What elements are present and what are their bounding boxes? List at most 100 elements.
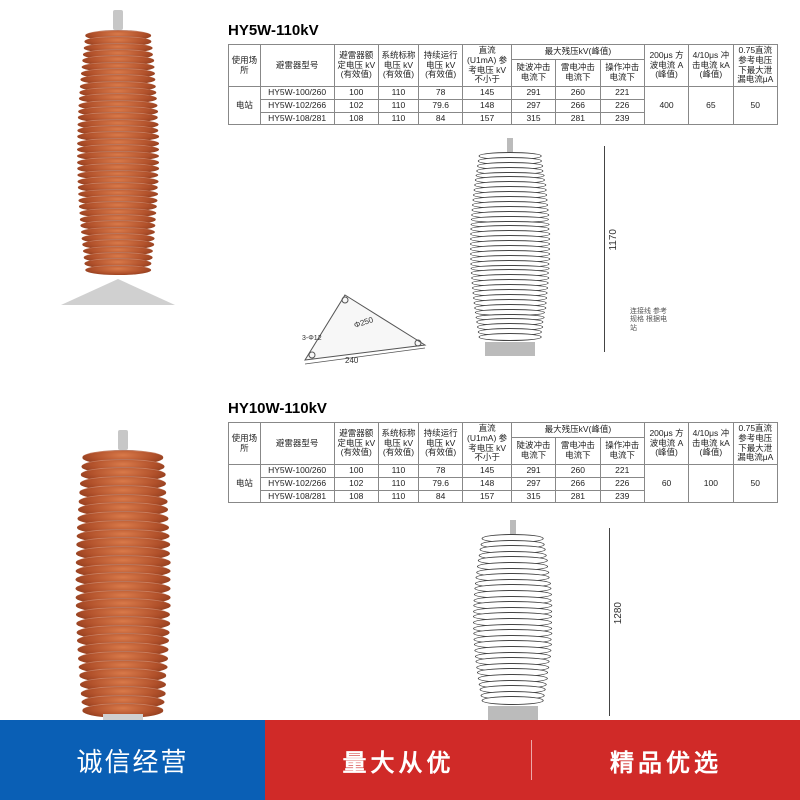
table-header: 避雷器额定电压 kV (有效值) xyxy=(334,423,378,465)
section2-tech-drawing: 1280 xyxy=(440,520,585,720)
table-cell: 100 xyxy=(689,465,733,503)
table-header: 0.75直流参考电压下最大泄漏电流μA xyxy=(733,423,777,465)
section2-spec-table: 使用场所避雷器型号避雷器额定电压 kV (有效值)系统标称电压 kV (有效值)… xyxy=(228,422,778,503)
table-row: 电站HY5W-100/26010011078145291260221400655… xyxy=(229,87,778,100)
table-header: 4/10μs 冲击电流 kA (峰值) xyxy=(689,45,733,87)
table-cell: 157 xyxy=(463,490,512,503)
table-subheader: 陡波冲击电流下 xyxy=(511,60,555,87)
table-header: 直流 (U1mA) 参考电压 kV不小于 xyxy=(463,423,512,465)
table-header: 最大残压kV(峰值) xyxy=(511,45,644,60)
table-header: 直流 (U1mA) 参考电压 kV不小于 xyxy=(463,45,512,87)
table-header: 使用场所 xyxy=(229,45,261,87)
table-cell: 281 xyxy=(556,490,600,503)
table-row: 电站HY5W-100/26010011078145291260221601005… xyxy=(229,465,778,478)
table-subheader: 陡波冲击电流下 xyxy=(511,438,555,465)
section1-title: HY5W-110kV xyxy=(228,22,319,39)
table-header: 使用场所 xyxy=(229,423,261,465)
section1-tech-drawing: 1170 xyxy=(440,138,580,356)
section1-product-photo xyxy=(58,10,178,305)
table-cell: HY5W-102/266 xyxy=(260,99,334,112)
table-cell: 110 xyxy=(378,490,418,503)
table-cell: 145 xyxy=(463,465,512,478)
table-cell: 239 xyxy=(600,112,644,125)
table-cell: 221 xyxy=(600,465,644,478)
section2-title: HY10W-110kV xyxy=(228,400,327,417)
table-subheader: 雷电冲击电流下 xyxy=(556,60,600,87)
table-cell: 110 xyxy=(378,99,418,112)
table-cell: 291 xyxy=(511,87,555,100)
table-cell: 100 xyxy=(334,465,378,478)
table-cell: 157 xyxy=(463,112,512,125)
table-cell: 110 xyxy=(378,465,418,478)
drawing1-height-dim: 1170 xyxy=(608,229,619,251)
table-cell: 50 xyxy=(733,87,777,125)
table-cell: 291 xyxy=(511,465,555,478)
table-cell: 102 xyxy=(334,99,378,112)
table-cell: 297 xyxy=(511,99,555,112)
drawing1-note: 连接线 参考规格 根据电站 xyxy=(630,308,670,333)
table-cell: 110 xyxy=(378,112,418,125)
svg-text:3-Φ12: 3-Φ12 xyxy=(302,335,322,342)
table-subheader: 操作冲击电流下 xyxy=(600,438,644,465)
banner-integrity: 诚信经营 xyxy=(0,720,265,800)
table-cell: 50 xyxy=(733,465,777,503)
table-cell: 148 xyxy=(463,477,512,490)
drawing2-height-dim: 1280 xyxy=(613,602,624,624)
table-cell: 78 xyxy=(419,87,463,100)
table-header: 持续运行电压 kV (有效值) xyxy=(419,45,463,87)
svg-text:240: 240 xyxy=(345,356,359,365)
section2-product-photo xyxy=(58,430,188,730)
table-cell: 84 xyxy=(419,112,463,125)
section1-base-sketch: Φ250 240 3-Φ12 xyxy=(300,290,430,365)
table-cell: 266 xyxy=(556,99,600,112)
table-cell: 84 xyxy=(419,490,463,503)
table-cell: 100 xyxy=(334,87,378,100)
table-cell: 315 xyxy=(511,490,555,503)
table-header: 系统标称电压 kV (有效值) xyxy=(378,423,418,465)
table-cell: 79.6 xyxy=(419,99,463,112)
table-cell: 78 xyxy=(419,465,463,478)
table-header: 0.75直流参考电压下最大泄漏电流μA xyxy=(733,45,777,87)
page-content: HY5W-110kV 使用场所避雷器型号避雷器额定电压 kV (有效值)系统标称… xyxy=(0,0,800,720)
table-header: 200μs 方波电流 A (峰值) xyxy=(644,45,688,87)
table-cell: 102 xyxy=(334,477,378,490)
row-label: 电站 xyxy=(229,465,261,503)
table-header: 最大残压kV(峰值) xyxy=(511,423,644,438)
table-cell: 108 xyxy=(334,112,378,125)
table-cell: 79.6 xyxy=(419,477,463,490)
table-cell: 297 xyxy=(511,477,555,490)
table-cell: 60 xyxy=(644,465,688,503)
table-cell: 226 xyxy=(600,477,644,490)
table-cell: 400 xyxy=(644,87,688,125)
table-header: 系统标称电压 kV (有效值) xyxy=(378,45,418,87)
table-subheader: 操作冲击电流下 xyxy=(600,60,644,87)
table-cell: 315 xyxy=(511,112,555,125)
table-cell: 110 xyxy=(378,87,418,100)
row-label: 电站 xyxy=(229,87,261,125)
footer: 诚信经营 量大从优 精品优选 xyxy=(0,720,800,800)
table-cell: 65 xyxy=(689,87,733,125)
table-header: 持续运行电压 kV (有效值) xyxy=(419,423,463,465)
table-cell: 266 xyxy=(556,477,600,490)
table-cell: 226 xyxy=(600,99,644,112)
table-header: 4/10μs 冲击电流 kA (峰值) xyxy=(689,423,733,465)
table-subheader: 雷电冲击电流下 xyxy=(556,438,600,465)
table-cell: 239 xyxy=(600,490,644,503)
table-header: 避雷器额定电压 kV (有效值) xyxy=(334,45,378,87)
banner-premium-text: 精品优选 xyxy=(610,743,722,778)
table-cell: 148 xyxy=(463,99,512,112)
table-cell: 221 xyxy=(600,87,644,100)
table-header: 避雷器型号 xyxy=(260,45,334,87)
table-cell: 260 xyxy=(556,87,600,100)
table-cell: 281 xyxy=(556,112,600,125)
table-cell: 108 xyxy=(334,490,378,503)
table-cell: 260 xyxy=(556,465,600,478)
banner-bulk-text: 量大从优 xyxy=(343,743,455,778)
banner-integrity-text: 诚信经营 xyxy=(76,742,188,779)
table-cell: 145 xyxy=(463,87,512,100)
table-cell: HY5W-108/281 xyxy=(260,490,334,503)
banner-bulk: 量大从优 xyxy=(265,720,532,800)
table-cell: HY5W-100/260 xyxy=(260,465,334,478)
table-cell: 110 xyxy=(378,477,418,490)
table-cell: HY5W-108/281 xyxy=(260,112,334,125)
